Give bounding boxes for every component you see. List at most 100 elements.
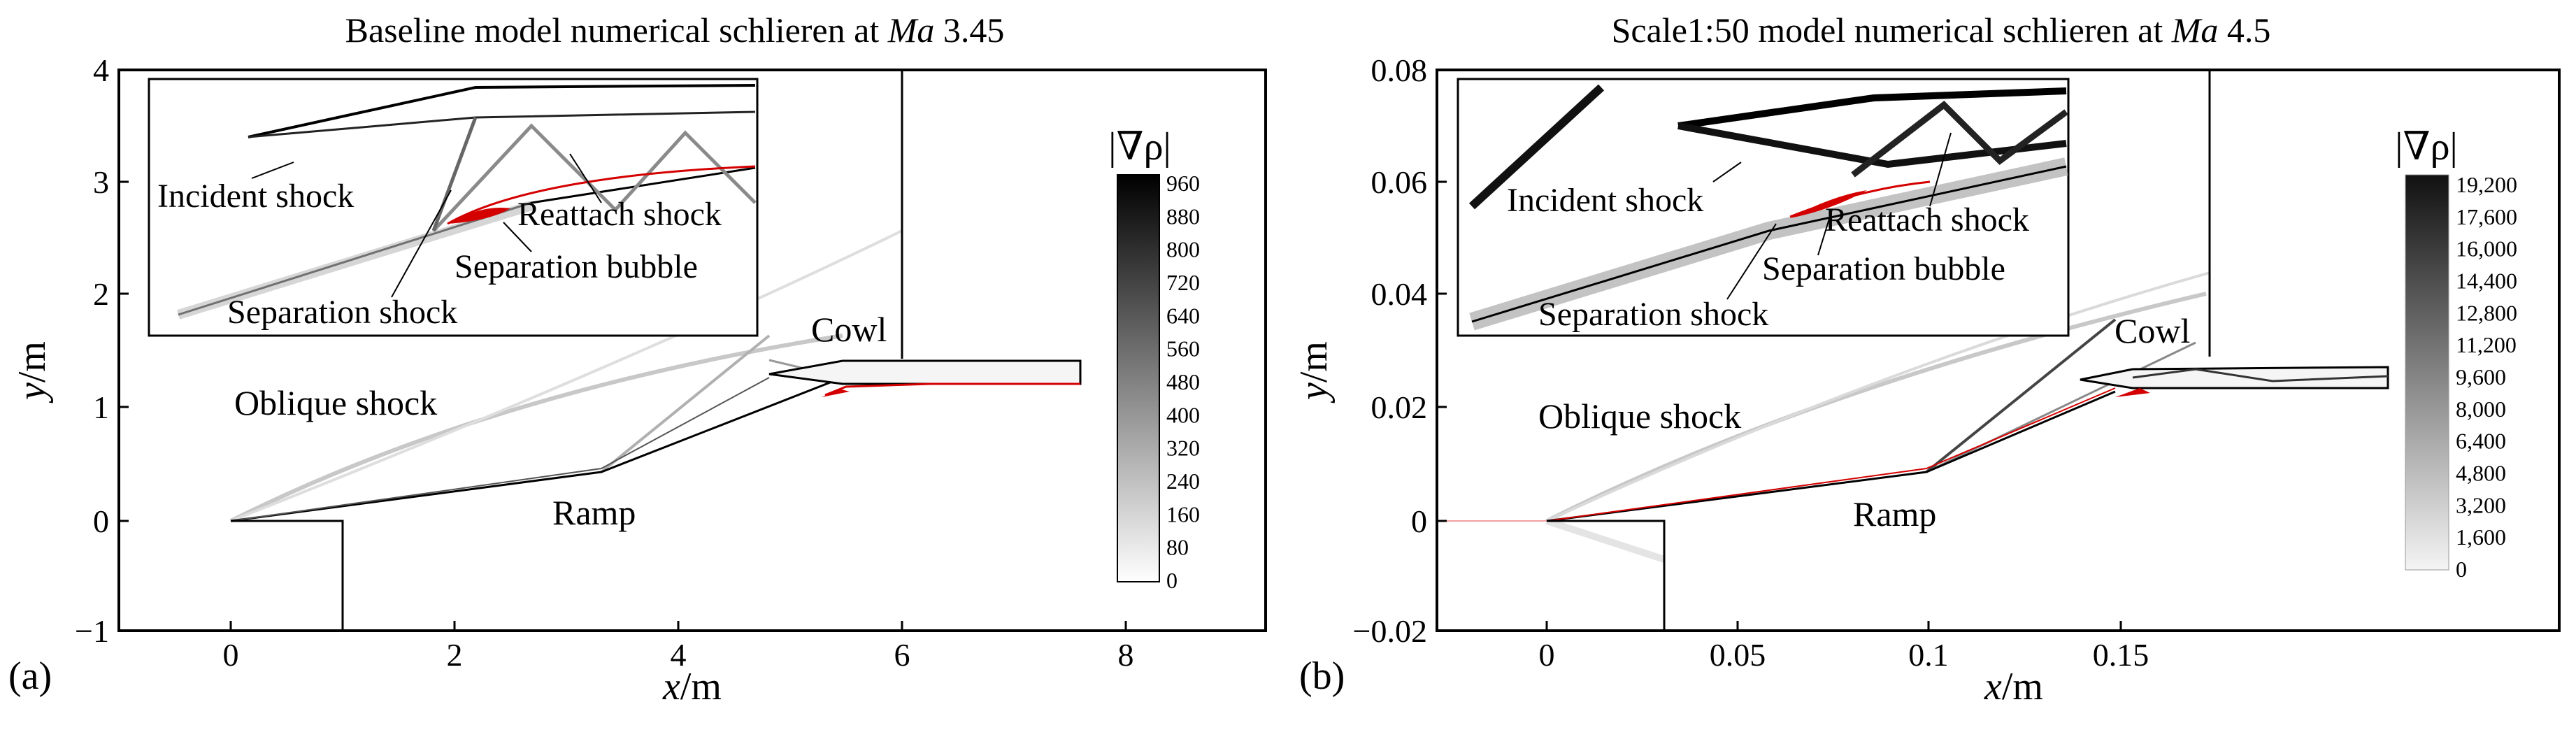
panel-b-base-trace (1545, 517, 1666, 563)
y-tick-label: 0.02 (1371, 389, 1428, 425)
panel-b-ramp-shock-trace (1925, 318, 2117, 473)
x-tick-label: 8 (1118, 637, 1134, 673)
panel-a-separation-shock-label: Separation shock (227, 294, 457, 331)
panel-b-colorbar: |∇ρ| 19,200 17,600 16,000 14,400 12,800 11,20… (2395, 125, 2517, 582)
panel-a-outer-shock-trace (230, 229, 903, 522)
panel-b-inset-upper-shock (1677, 87, 2067, 129)
panel-b-incident-shock-label: Incident shock (1507, 182, 1703, 219)
panel-a-colorbar-bar (1117, 174, 1160, 582)
panel-a-y-axis-label: y/m (10, 341, 54, 403)
colorbar-tick-label: 800 (1166, 237, 1200, 262)
colorbar-tick-label: 11,200 (2456, 332, 2517, 357)
x-tick-label: 0 (1539, 637, 1555, 673)
panel-b-incident-arrow (1712, 162, 1742, 182)
y-tick-label: −1 (75, 613, 109, 649)
panel-a-reattach-shock-label: Reattach shock (517, 196, 722, 233)
panel-a-bubble-arrow (503, 222, 532, 252)
colorbar-tick-label: 3,200 (2456, 492, 2506, 517)
panel-a-cowl-duct (768, 359, 1082, 385)
panel-a-inset-boundary-layer (176, 201, 534, 320)
colorbar-tick-label: 12,800 (2456, 300, 2517, 325)
panel-b-ramp-red-line (1546, 387, 2116, 522)
y-tick-label: 2 (93, 276, 109, 312)
panel-a-ramp-label: Ramp (552, 493, 636, 532)
panel-b-oblique-shock-label: Oblique shock (1538, 396, 1741, 436)
colorbar-tick-label: 560 (1166, 336, 1200, 362)
panel-b-separation-bubble-mark (2115, 388, 2150, 397)
y-tick-label: 0 (1411, 503, 1427, 539)
panel-b-colorbar-bar (2405, 174, 2449, 571)
panel-a-y-ticks: 4 3 2 1 0 −1 (75, 52, 129, 649)
panel-a-x-axis-label: x/m (662, 665, 722, 708)
panel-b-separation-shock-label: Separation shock (1538, 296, 1768, 333)
colorbar-tick-label: 16,000 (2456, 236, 2517, 262)
panel-a-reattach-arrow (569, 153, 602, 203)
colorbar-tick-label: 400 (1166, 402, 1200, 427)
panel-b-y-ticks: 0.08 0.06 0.04 0.02 0 −0.02 (1353, 52, 1447, 649)
panel-b-internal-shock-trace (1926, 341, 2196, 473)
panel-a-separation-arrow (391, 189, 452, 298)
panel-a-colorbar-title: |∇ρ| (1108, 125, 1171, 169)
panel-b-cowl-label: Cowl (2115, 311, 2190, 350)
x-tick-label: 0.1 (1908, 637, 1949, 673)
colorbar-tick-label: 9,600 (2456, 364, 2506, 389)
x-tick-label: 0.05 (1710, 637, 1766, 673)
colorbar-tick-label: 480 (1166, 369, 1200, 394)
panel-b-inset: Incident shock Reattach shock Separation… (1457, 78, 2070, 337)
panel-a-ramp-base (231, 520, 344, 631)
colorbar-tick-label: 19,200 (2456, 172, 2517, 197)
x-tick-label: 6 (894, 637, 910, 673)
panel-b-label: (b) (1299, 654, 1345, 698)
panel-a-colorbar: |∇ρ| 96088080072064056048040032024016080… (1108, 125, 1200, 593)
panel-a-ramp-upper (230, 377, 770, 522)
panel-a-inset-reattach-shock-line (431, 117, 478, 231)
panel-b-inset-bubble (1790, 190, 1867, 218)
panel-a-inset: Incident shock Reattach shock Separation… (148, 78, 759, 337)
colorbar-tick-label: 160 (1166, 501, 1200, 527)
panel-a-inset-incident-shock-line (248, 84, 756, 138)
panel-b-oblique-shock-trace (1545, 292, 2207, 523)
panel-b-separation-bubble-label: Separation bubble (1762, 250, 2005, 287)
y-tick-label: 4 (93, 52, 109, 88)
panel-b-bubble-arrow (1817, 209, 1833, 256)
panel-b-outer-shock-trace (1546, 271, 2210, 522)
y-tick-label: 0.08 (1371, 52, 1428, 88)
panel-b-colorbar-ticks: 19,200 17,600 16,000 14,400 12,800 11,200 9,60… (2456, 172, 2517, 582)
colorbar-tick-label: 720 (1166, 270, 1200, 295)
colorbar-tick-label: 8,000 (2456, 396, 2506, 422)
panel-a-separation-bubble-mark (822, 389, 850, 397)
y-tick-label: −0.02 (1353, 613, 1427, 649)
panel-b: Scale1:50 model numerical schlieren at M… (1292, 10, 2561, 708)
panel-a: Baseline model numerical schlieren at Ma… (8, 10, 1267, 708)
x-tick-label: 0.15 (2093, 637, 2149, 673)
x-tick-label: 4 (671, 637, 687, 673)
x-tick-label: 2 (447, 637, 463, 673)
panel-b-ramp-label: Ramp (1853, 494, 1936, 534)
panel-a-separation-bubble-label: Separation bubble (455, 248, 698, 285)
colorbar-tick-label: 80 (1166, 535, 1189, 560)
panel-b-title: Scale1:50 model numerical schlieren at M… (1612, 10, 2271, 50)
colorbar-tick-label: 240 (1166, 468, 1200, 494)
panel-b-reattach-arrow (1929, 132, 1952, 207)
panel-b-inset-incident-band (1468, 84, 1605, 210)
panel-b-x-ticks: 0 0.05 0.1 0.15 (1539, 621, 2149, 673)
panel-b-colorbar-title: |∇ρ| (2395, 125, 2457, 169)
panel-b-separation-arrow (1726, 223, 1777, 300)
colorbar-tick-label: 1,600 (2456, 524, 2506, 550)
panel-b-inset-lower-shock (1677, 122, 2067, 169)
panel-a-incident-arrow (251, 162, 294, 179)
panel-a-inset-bubble (448, 207, 510, 224)
colorbar-tick-label: 960 (1166, 171, 1200, 196)
panel-b-y-axis-label: y/m (1292, 341, 1336, 403)
panel-b-x-axis-label: x/m (1984, 665, 2043, 708)
colorbar-tick-label: 17,600 (2456, 204, 2517, 229)
panel-b-ramp-lower (1546, 390, 2116, 522)
x-tick-label: 0 (223, 637, 239, 673)
panel-b-duct-shock (2132, 368, 2389, 382)
panel-b-inset-ramp (1471, 165, 2067, 323)
panel-a-ramp-shock-trace (600, 334, 771, 473)
colorbar-tick-label: 0 (2456, 557, 2467, 582)
panel-b-reattach-shock-label: Reattach shock (1825, 201, 2029, 238)
y-tick-label: 1 (93, 389, 109, 425)
